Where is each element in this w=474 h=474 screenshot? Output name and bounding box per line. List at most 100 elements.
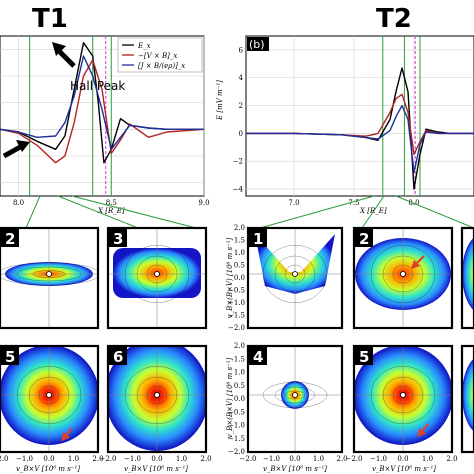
vdf-number-bg xyxy=(1,229,19,247)
vdf-red-arrow xyxy=(410,255,425,270)
xtick-label: 7.0 xyxy=(288,199,299,207)
vdf-xtick-label: 2.0 xyxy=(200,455,211,463)
vdf-center-marker xyxy=(292,392,298,398)
vdf-xtick-label: −2.0 xyxy=(0,455,9,463)
vdf-number: 2 xyxy=(359,230,369,248)
ytick-label: −2 xyxy=(233,158,243,166)
vdf-axis-labels: −2.0 −1.0 0.0 1.0 2.0 −2.0 −1.0 0.0 1.0 2.0 −2.0 −1… xyxy=(0,224,458,473)
t1-xtick-labels: 8.0 8.5 9.0 xyxy=(13,199,210,207)
vdf-xtick-label: 1.0 xyxy=(68,455,79,463)
panel-b-tag-bg xyxy=(247,37,269,51)
vdf-xtick-label: 0.0 xyxy=(151,455,162,463)
vdf-panel-3 xyxy=(460,226,474,330)
vdf-distribution xyxy=(255,234,335,294)
t1-series-group xyxy=(0,42,204,164)
vdf-frame xyxy=(352,344,454,454)
vdf-xtick-label: 1.0 xyxy=(422,455,433,463)
vdf-ytick-label: 1.5 xyxy=(234,355,245,363)
connector-lines xyxy=(25,195,474,229)
vdf-frame xyxy=(352,226,454,330)
t2-xtick-labels: 7.07.58.0 xyxy=(288,199,419,207)
ytick-label: 6 xyxy=(239,46,244,54)
t2-marker-lines xyxy=(382,36,421,196)
vdf-ytick-label: 0.0 xyxy=(234,274,245,282)
ytick-label: 0 xyxy=(239,130,243,138)
panel-b-tag: (b) xyxy=(249,38,265,51)
vdf-ytick-label: 2.0 xyxy=(234,224,245,232)
vdf-number-bg xyxy=(1,347,19,365)
vdf-xtick-label: −2.0 xyxy=(346,455,363,463)
vdf-xtick-label: 2.0 xyxy=(92,455,103,463)
vdf-red-arrow xyxy=(61,427,73,442)
vdf-ytick-label: −2.0 xyxy=(228,324,245,332)
vdf-ytick-label: 0.5 xyxy=(234,262,245,270)
dip-arrow-head xyxy=(16,140,30,152)
vdf-frame xyxy=(460,226,474,330)
vdf-center-marker xyxy=(400,271,406,277)
vdf-panel-3: 3 xyxy=(106,226,208,330)
series-line-1 xyxy=(0,59,204,164)
vdf-distribution xyxy=(462,237,474,311)
vdf-panel-1: 1 xyxy=(246,226,344,330)
vdf-panel-2: 2 xyxy=(0,226,100,330)
title-t1: T1 xyxy=(32,4,68,34)
vdf-xlabel: v_B×V [10⁶ m s⁻¹] xyxy=(263,465,327,473)
vdf-frame xyxy=(246,344,344,454)
t2-ytick-labels: 6 4 2 0 −2 −4 xyxy=(233,46,244,193)
vdf-xtick-label: 1.0 xyxy=(313,455,324,463)
vdf-ytick-label: 0.0 xyxy=(234,395,245,403)
vdf-center-marker xyxy=(154,392,160,398)
vdf-xtick-label: −1.0 xyxy=(370,455,387,463)
vdf-ytick-label: 1.0 xyxy=(234,249,245,257)
legend-label-ex: E_x xyxy=(137,42,151,50)
vdf-ytick-label: 1.0 xyxy=(234,369,245,377)
vdf-center-marker xyxy=(154,271,160,277)
title-t2: T2 xyxy=(376,4,412,34)
vdf-xtick-label: −2.0 xyxy=(240,455,257,463)
ytick-label: 4 xyxy=(239,74,244,82)
ytick-label: 2 xyxy=(239,102,243,110)
vdf-number-bg xyxy=(355,229,373,247)
vdf-ytick-label: −1.5 xyxy=(228,312,245,320)
vdf-ylabel: v_B×(B×V) [10⁶ m s⁻¹] xyxy=(226,237,234,318)
vdf-xlabel: v_B×V [10⁶ m s⁻¹] xyxy=(372,465,436,473)
connector-line xyxy=(259,195,375,229)
legend-label-jxb: [J × B/(eρ)]_x xyxy=(138,62,185,70)
vdf-frame xyxy=(0,226,100,330)
vdf-panel-5: 5 xyxy=(352,344,454,454)
vdf-center-marker xyxy=(46,271,52,277)
legend-label-vxb: −[V × B]_x xyxy=(138,52,177,60)
vdf-ytick-label: −1.5 xyxy=(228,435,245,443)
vdf-ytick-label: 0.5 xyxy=(234,382,245,390)
vdf-number: 6 xyxy=(113,348,123,366)
connector-line xyxy=(71,195,197,229)
connector-line xyxy=(395,195,474,229)
vdf-number: 2 xyxy=(5,230,15,248)
vdf-number: 5 xyxy=(5,348,15,366)
xtick-label: 7.5 xyxy=(348,199,359,207)
vdf-frame xyxy=(106,226,208,330)
vdf-xtick-label: 1.0 xyxy=(176,455,187,463)
vdf-panel-4: 4 xyxy=(246,344,344,454)
xtick-label: 9.0 xyxy=(198,199,209,207)
vdf-center-marker xyxy=(400,392,406,398)
vdf-xtick-label: 0.0 xyxy=(289,455,300,463)
vdf-center-marker xyxy=(46,392,52,398)
vdf-xtick-label: −1.0 xyxy=(16,455,33,463)
vdf-ytick-label: 1.5 xyxy=(234,237,245,245)
connector-line xyxy=(57,195,139,229)
vdf-xtick-label: 0.0 xyxy=(43,455,54,463)
vdf-number-bg xyxy=(109,229,127,247)
vdf-panel-2: 2 xyxy=(352,226,454,330)
vdf-ytick-label: −1.0 xyxy=(228,422,245,430)
hall-peak-arrow-head xyxy=(52,42,66,56)
vdf-number: 1 xyxy=(253,230,263,248)
xtick-label: 8.5 xyxy=(106,199,117,207)
vdf-number: 4 xyxy=(253,348,263,366)
xtick-label: 8.0 xyxy=(13,199,24,207)
vdf-number-bg xyxy=(249,229,267,247)
vdf-panel-6: 6 xyxy=(106,344,208,454)
vdf-xtick-label: −1.0 xyxy=(124,455,141,463)
